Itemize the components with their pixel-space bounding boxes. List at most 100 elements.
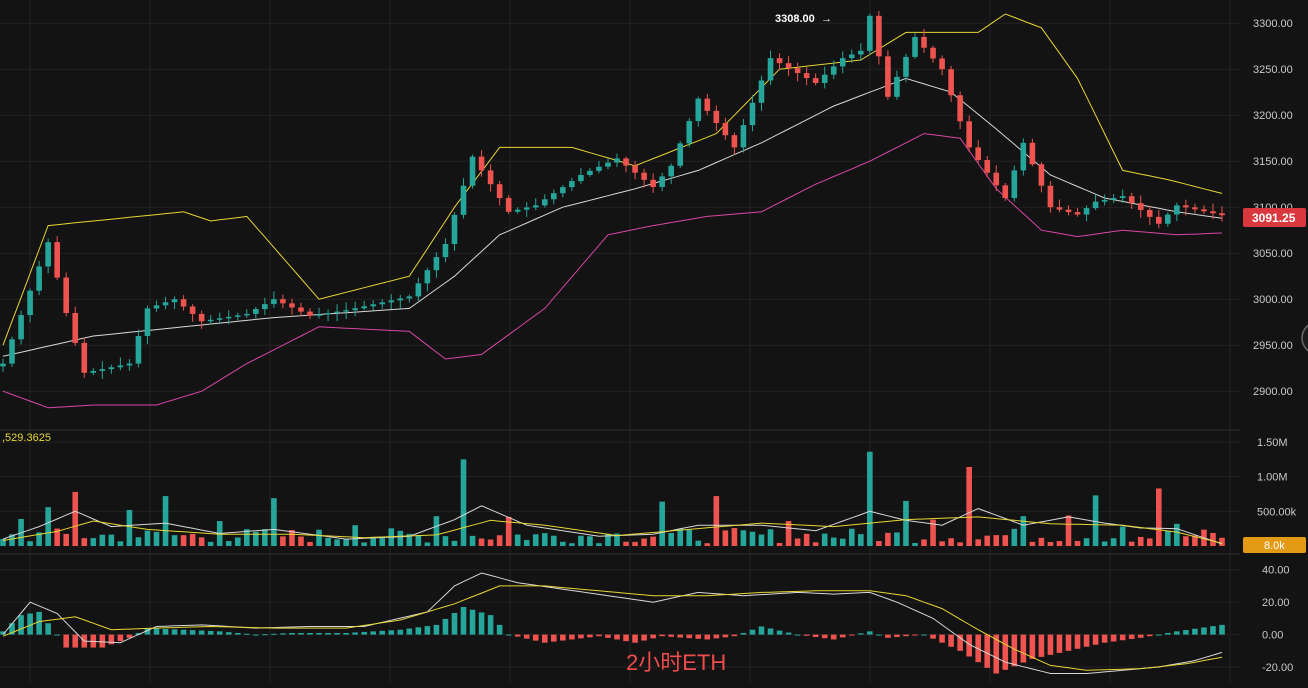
volume-bar: [939, 541, 945, 546]
candle-body: [803, 73, 810, 79]
candle-body: [469, 156, 476, 186]
candle-body: [1101, 199, 1108, 202]
macd-histogram-bar: [876, 634, 882, 636]
macd-histogram-bar: [930, 634, 936, 639]
macd-histogram-bar: [848, 634, 855, 636]
candle-body: [289, 303, 295, 308]
macd-histogram-bar: [1219, 624, 1225, 635]
scroll-handle-icon[interactable]: [1301, 322, 1308, 354]
macd-histogram-bar: [1020, 634, 1027, 663]
macd-histogram-bar: [596, 634, 602, 637]
volume-bar: [578, 535, 584, 546]
candle-body: [415, 283, 422, 297]
candle-body: [731, 135, 738, 148]
candle-body: [45, 242, 51, 267]
candle-body: [523, 207, 530, 210]
volume-bar: [198, 537, 205, 546]
macd-histogram-bar: [578, 634, 584, 639]
volume-bar: [975, 539, 981, 546]
volume-bar: [162, 496, 169, 546]
macd-histogram-bar: [993, 634, 1000, 674]
macd-histogram-bar: [442, 618, 449, 635]
macd-histogram-bar: [912, 634, 918, 636]
macd-histogram-bar: [1056, 634, 1063, 653]
candle-body: [108, 367, 115, 370]
candle-body: [876, 15, 882, 57]
volume-bar: [325, 537, 331, 546]
macd-histogram-bar: [1011, 634, 1018, 667]
macd-histogram-bar: [352, 632, 358, 635]
volume-bar: [415, 534, 422, 546]
volume-bar: [1083, 538, 1090, 546]
volume-bar: [695, 540, 702, 546]
candle-body: [785, 63, 792, 69]
macd-histogram-bar: [379, 630, 386, 635]
macd-histogram-bar: [433, 624, 440, 635]
volume-bar: [767, 529, 774, 546]
macd-histogram-bar: [334, 632, 340, 635]
volume-bar: [370, 537, 377, 546]
candle-body: [234, 315, 241, 317]
macd-line: [2, 572, 1223, 674]
candle-body: [1065, 209, 1072, 213]
macd-histogram-bar: [289, 632, 295, 635]
macd-histogram-bar: [225, 632, 232, 635]
macd-histogram-bar: [189, 630, 196, 635]
candle-body: [298, 307, 304, 312]
candle-body: [758, 80, 765, 103]
candle-body: [551, 193, 557, 200]
volume-bar: [117, 541, 124, 546]
macd-histogram-bar: [749, 629, 756, 635]
volume-bar: [171, 535, 178, 546]
candle-body: [821, 74, 828, 83]
volume-bar: [72, 491, 79, 546]
candle-body: [948, 69, 954, 96]
macd-histogram-bar: [587, 634, 593, 638]
candle-body: [659, 176, 665, 187]
macd-histogram-bar: [108, 634, 115, 645]
volume-ma-fast-line: [2, 505, 1223, 545]
candle-body: [144, 308, 151, 336]
high-marker-arrow: →: [821, 13, 832, 25]
candle-body: [668, 165, 674, 177]
volume-bar: [677, 528, 684, 546]
candle-body: [749, 102, 756, 126]
candle-body: [794, 68, 801, 74]
candle-body: [1029, 142, 1036, 165]
volume-bar: [1174, 523, 1180, 546]
y-tick-label: 3250.00: [1253, 64, 1293, 76]
candle-body: [939, 58, 945, 70]
macd-histogram-bar: [731, 634, 738, 637]
volume-bar: [803, 533, 810, 546]
y-tick-label: 3000.00: [1253, 294, 1293, 306]
volume-bar: [469, 535, 476, 546]
candle-body: [993, 172, 1000, 186]
macd-histogram-bar: [307, 632, 313, 635]
macd-histogram-bar: [867, 631, 873, 635]
volume-bar: [614, 533, 620, 546]
candle-body: [225, 316, 232, 319]
macd-histogram-bar: [560, 634, 566, 641]
volume-bar: [460, 459, 467, 546]
macd-histogram-bar: [921, 634, 927, 636]
volume-bar: [496, 535, 503, 546]
volume-bar: [632, 541, 638, 546]
macd-histogram-bar: [1174, 631, 1180, 635]
candle-body: [505, 198, 512, 212]
macd-histogram-bar: [280, 633, 286, 635]
macd-histogram-bar: [1146, 634, 1153, 637]
macd-histogram-bar: [478, 612, 485, 635]
macd-histogram-bar: [677, 634, 684, 638]
candle-body: [858, 50, 864, 55]
macd-histogram-bar: [1083, 634, 1090, 647]
macd-histogram-bar: [271, 633, 277, 635]
y-tick-label: 20.00: [1262, 597, 1290, 609]
macd-histogram-bar: [966, 634, 972, 657]
volume-bar: [957, 542, 963, 546]
volume-bar: [894, 532, 900, 546]
y-tick-label: 3050.00: [1253, 248, 1293, 260]
volume-bar: [839, 538, 846, 546]
candle-body: [81, 342, 88, 373]
